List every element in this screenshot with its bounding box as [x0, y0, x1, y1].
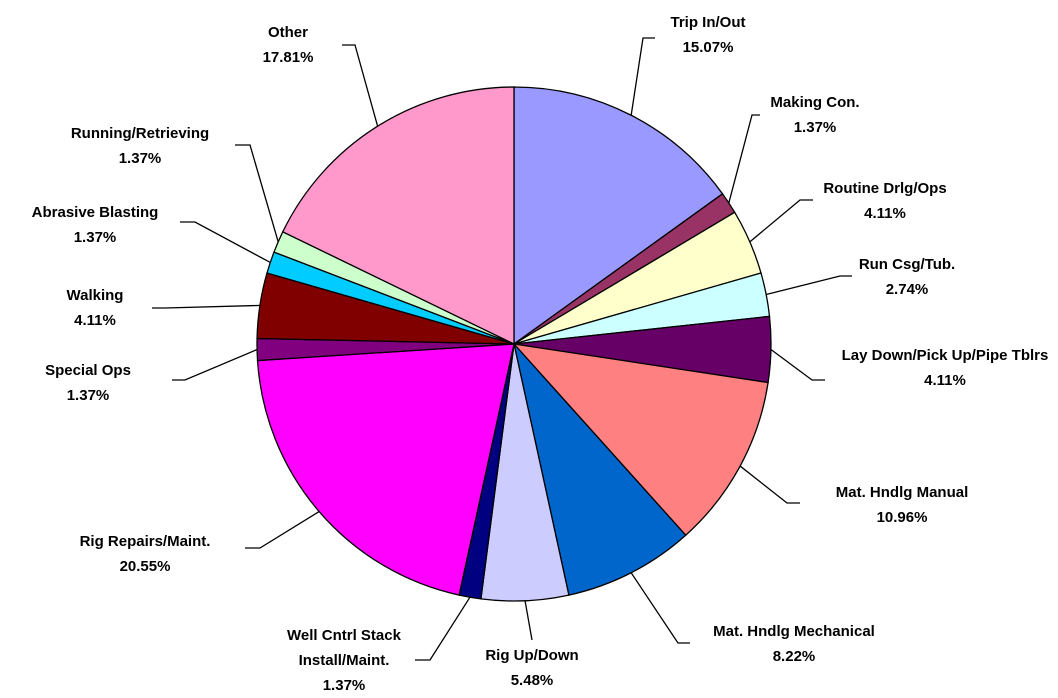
leader-line: [749, 199, 813, 243]
category-label: Rig Up/Down: [485, 647, 579, 664]
slice-label: Rig Repairs/Maint. 20.55%: [45, 529, 245, 579]
leader-line: [172, 348, 258, 381]
leader-line: [180, 221, 271, 264]
value-label: 15.07%: [682, 39, 734, 56]
value-label: 4.11%: [924, 372, 966, 389]
category-label: Other: [267, 24, 308, 41]
leader-line: [415, 596, 471, 661]
value-label: 1.37%: [322, 677, 366, 694]
pie-slice: [256, 343, 515, 596]
slice-label: Well Cntrl Stack Install/Maint. 1.37%: [264, 623, 424, 698]
leader-line: [739, 465, 800, 504]
category-label: Making Con.: [770, 94, 860, 111]
slice-label: Special Ops 1.37%: [18, 358, 158, 408]
value-label: 4.11%: [864, 205, 906, 222]
value-label: 2.74%: [885, 281, 929, 298]
leader-line: [728, 114, 760, 204]
slice-label: Abrasive Blasting 1.37%: [0, 200, 190, 250]
category-label: Rig Repairs/Maint.: [79, 533, 211, 550]
slice-label: Trip In/Out 15.07%: [638, 10, 778, 60]
pie-slice: [512, 341, 687, 596]
slice-label: Running/Retrieving 1.37%: [30, 121, 250, 171]
category-label: Well Cntrl Stack Install/Maint.: [287, 627, 401, 669]
value-label: 8.22%: [772, 648, 816, 665]
category-label: Routine Drlg/Ops: [823, 180, 947, 197]
pie-slice: [513, 86, 724, 346]
leader-line: [770, 349, 825, 381]
leader-line: [342, 44, 379, 127]
leader-line: [152, 304, 260, 309]
value-label: 10.96%: [876, 509, 928, 526]
slice-label: Rig Up/Down 5.48%: [462, 643, 602, 693]
pie-slice: [281, 86, 515, 346]
value-label: 20.55%: [119, 558, 171, 575]
category-label: Run Csg/Tub.: [858, 256, 956, 273]
leader-line: [766, 275, 852, 296]
category-label: Abrasive Blasting: [31, 204, 159, 221]
slice-label: Run Csg/Tub. 2.74%: [837, 252, 977, 302]
leader-line: [630, 572, 690, 644]
category-label: Lay Down/Pick Up/Pipe Tblrs: [841, 347, 1049, 364]
value-label: 1.37%: [118, 150, 162, 167]
leader-line: [245, 510, 320, 549]
slice-label: Lay Down/Pick Up/Pipe Tblrs 4.11%: [835, 343, 1055, 393]
category-label: Mat. Hndlg Mechanical: [713, 623, 875, 640]
category-label: Trip In/Out: [670, 14, 746, 31]
category-label: Walking: [66, 287, 124, 304]
category-label: Running/Retrieving: [70, 125, 210, 142]
value-label: 1.37%: [73, 229, 117, 246]
leader-line: [235, 144, 279, 243]
pie-slice: [512, 343, 769, 537]
slice-label: Making Con. 1.37%: [745, 90, 885, 140]
value-label: 17.81%: [262, 49, 314, 66]
value-label: 1.37%: [793, 119, 837, 136]
value-label: 1.37%: [66, 387, 110, 404]
slice-label: Mat. Hndlg Mechanical 8.22%: [674, 619, 914, 669]
category-label: Special Ops: [45, 362, 131, 379]
value-label: 4.11%: [74, 312, 116, 329]
slice-label: Mat. Hndlg Manual 10.96%: [802, 480, 1002, 530]
slice-label: Other 17.81%: [228, 20, 348, 70]
slice-label: Walking 4.11%: [35, 283, 155, 333]
leader-line: [630, 37, 655, 116]
category-label: Mat. Hndlg Manual: [835, 484, 969, 501]
value-label: 5.48%: [510, 672, 554, 689]
leader-line: [524, 600, 533, 641]
slice-label: Routine Drlg/Ops 4.11%: [795, 176, 975, 226]
